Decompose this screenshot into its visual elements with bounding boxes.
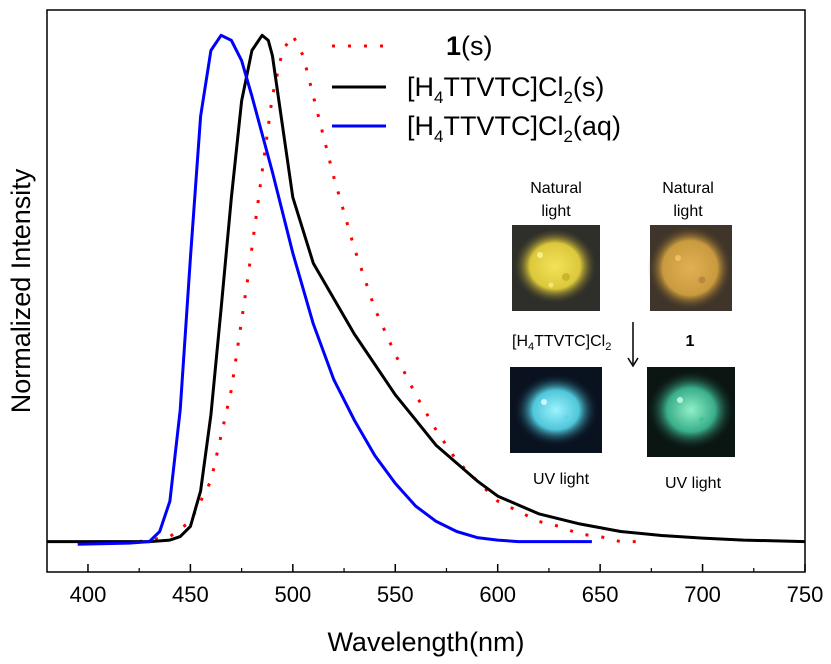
- photo-cyan-glow: [510, 367, 602, 453]
- legend-label-solid: [H4TTVTC]Cl2(s): [407, 72, 604, 107]
- legend-label-aq: [H4TTVTC]Cl2(aq): [407, 111, 621, 146]
- x-axis: 400 450 500 550 600 650 700 750: [70, 564, 824, 607]
- x-tick-label: 650: [582, 582, 619, 607]
- x-tick-label: 400: [70, 582, 107, 607]
- inset-right-compound-label: 1: [686, 333, 695, 350]
- legend-pre-solid: [H: [407, 72, 434, 102]
- plot-frame: [46, 9, 806, 573]
- x-axis-title: Wavelength(nm): [327, 627, 524, 657]
- legend-bold-1: 1: [446, 31, 461, 61]
- inset-bottom-right-label: UV light: [665, 475, 722, 492]
- legend-mid-aq: TTVTC]Cl: [443, 111, 563, 141]
- inset-left-compound-label: [H4TTVTC]Cl2: [512, 333, 611, 353]
- legend-sub2-aq: 2: [563, 127, 572, 146]
- x-tick-label: 550: [377, 582, 414, 607]
- legend: 1(s) [H4TTVTC]Cl2(s) [H4TTVTC]Cl2(aq): [332, 31, 621, 146]
- legend-post-solid: (s): [573, 72, 604, 102]
- x-tick-label: 500: [274, 582, 311, 607]
- series-line-2: [77, 33, 592, 546]
- legend-post-aq: (aq): [573, 111, 621, 141]
- inset-left-compound-sub2: 2: [605, 341, 611, 353]
- inset-left-compound-mid: TTVTC]Cl: [534, 333, 605, 350]
- legend-label-1s: 1(s): [446, 31, 493, 61]
- legend-post-1s: (s): [461, 31, 492, 61]
- legend-mid-solid: TTVTC]Cl: [443, 72, 563, 102]
- legend-pre-aq: [H: [407, 111, 434, 141]
- legend-sub1-aq: 4: [434, 127, 443, 146]
- x-tick-label: 600: [479, 582, 516, 607]
- photo-orange-powder: [648, 225, 732, 311]
- inset-left-compound-pre: [H: [512, 333, 528, 350]
- inset-top-left-label-line2: light: [541, 203, 571, 220]
- legend-sub1-solid: 4: [434, 88, 443, 107]
- x-tick-label: 450: [172, 582, 209, 607]
- photo-green-glow: [647, 367, 735, 457]
- inset-top-right-label-line2: light: [673, 203, 703, 220]
- x-tick-label: 700: [684, 582, 721, 607]
- series-line-1: [47, 33, 806, 544]
- inset-top-left-label-line1: Natural: [530, 180, 582, 197]
- inset-bottom-left-label: UV light: [533, 471, 590, 488]
- inset-photo-panel: Natural light Natural light [H4TTVTC]Cl2…: [510, 180, 735, 492]
- down-arrow-icon: [627, 322, 639, 368]
- legend-sub2-solid: 2: [563, 88, 572, 107]
- series-layer: [47, 33, 806, 546]
- inset-top-right-label-line1: Natural: [662, 180, 714, 197]
- inset-left-compound-sub1: 4: [528, 341, 534, 353]
- x-tick-label: 750: [787, 582, 824, 607]
- photo-yellow-powder: [512, 225, 600, 311]
- y-axis-title: Normalized Intensity: [6, 168, 36, 413]
